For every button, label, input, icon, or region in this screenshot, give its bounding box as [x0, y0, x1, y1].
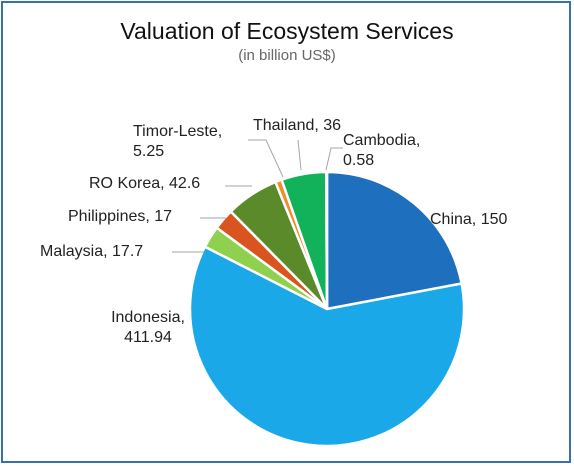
data-label-philippines: Philippines, 17: [68, 208, 172, 225]
data-label-malaysia: Malaysia, 17.7: [40, 243, 143, 260]
data-label-indonesia: Indonesia, 411.94: [111, 309, 185, 346]
data-label-cambodia: Cambodia, 0.58: [343, 132, 420, 169]
pie-slice-indonesia: [188, 245, 466, 448]
chart-title: Valuation of Ecosystem Services: [120, 18, 454, 44]
leader-line-timor-leste: [248, 139, 284, 178]
chart-subtitle: (in billion US$): [238, 47, 336, 64]
pie-slice-cambodia: [325, 170, 329, 310]
pie-slice-china: [325, 170, 464, 311]
leader-line-thailand: [297, 139, 302, 171]
data-label-china: China, 150: [430, 211, 507, 228]
leader-line-cambodia: [325, 147, 343, 171]
data-label-thailand: Thailand, 36: [253, 117, 341, 134]
data-label-timor-leste: Timor-Leste, 5.25: [133, 123, 222, 160]
data-label-ro-korea: RO Korea, 42.6: [89, 175, 200, 192]
